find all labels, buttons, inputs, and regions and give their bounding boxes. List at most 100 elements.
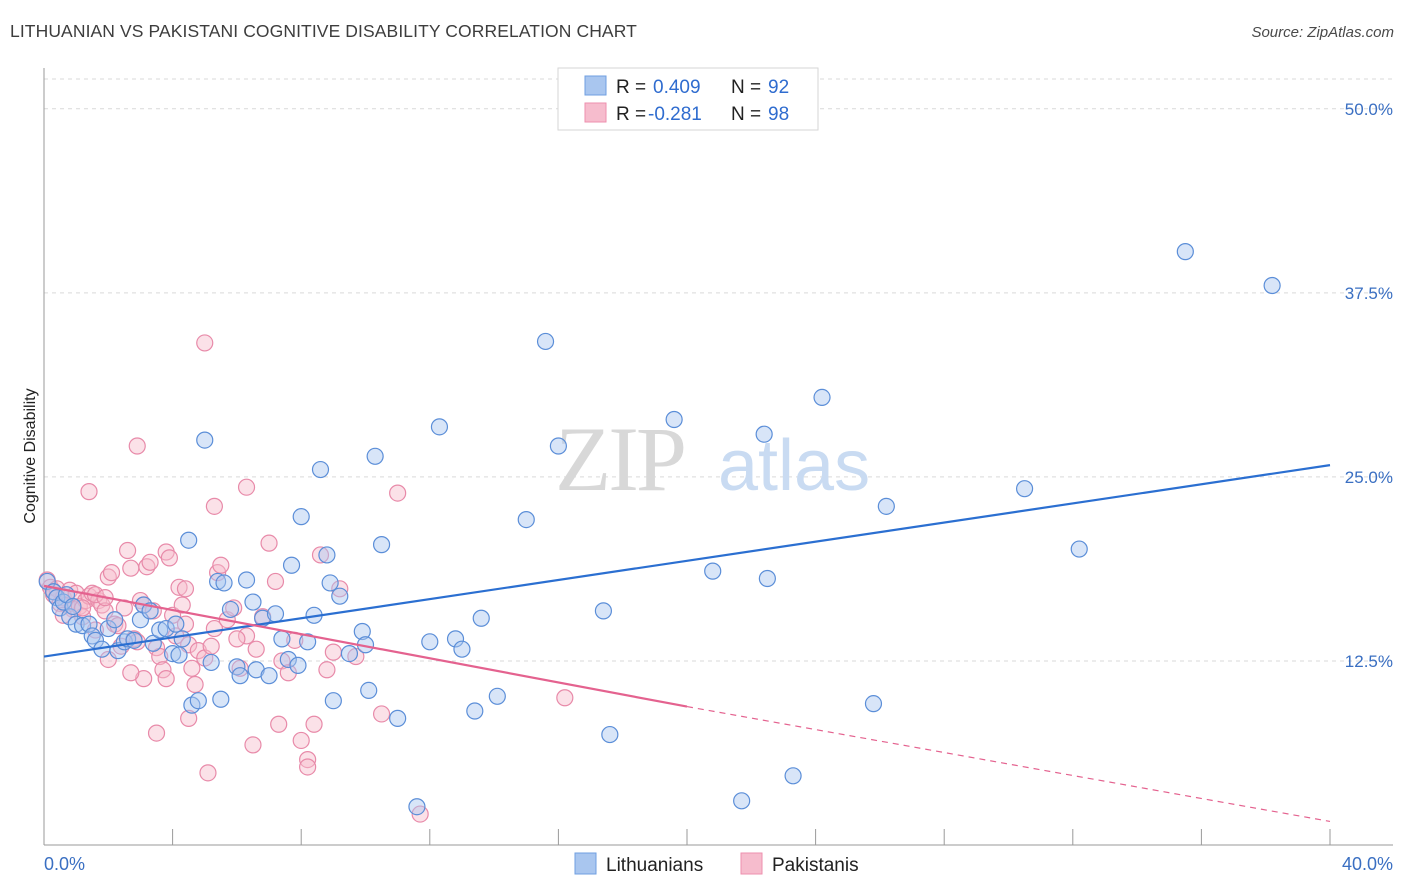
lithuanian-point — [331, 587, 349, 605]
lithuanian-point — [180, 531, 198, 549]
lithuanian-point — [453, 640, 471, 658]
pakistani-point — [202, 637, 220, 655]
pakistani-point — [237, 478, 256, 496]
pakistani-point — [299, 751, 317, 769]
pakistani-point — [324, 643, 342, 661]
pakistani-point — [244, 736, 262, 754]
pakistani-point — [299, 758, 317, 776]
lithuanian-point — [324, 692, 342, 710]
lithuanian-point — [758, 569, 776, 588]
lithuanian-point — [151, 621, 169, 639]
lithuanian-point — [421, 633, 439, 651]
lithuanian-trend-line — [43, 464, 1331, 658]
legend-r-label-lithuanians: R = — [616, 77, 646, 98]
pakistani-point — [176, 580, 195, 598]
lithuanian-point — [1070, 540, 1088, 558]
lithuanian-point — [202, 653, 220, 672]
lithuanian-point — [733, 792, 751, 810]
pakistani-point — [266, 572, 285, 591]
lithuanian-point — [784, 767, 802, 785]
source-credit: Source: ZipAtlas.com — [1251, 24, 1394, 41]
legend-n-label-pakistanis: N = — [731, 104, 761, 125]
lithuanian-point — [430, 418, 449, 436]
pakistani-point — [186, 675, 204, 694]
lithuanian-point — [215, 574, 233, 592]
lithuanian-point — [228, 658, 246, 676]
pakistani-point — [199, 764, 217, 782]
lithuanian-point — [279, 650, 297, 669]
legend-r-label-pakistanis: R = — [616, 104, 646, 125]
lithuanian-point — [189, 692, 207, 710]
pakistani-point — [118, 541, 137, 560]
pakistani-point — [147, 724, 166, 742]
pakistani-point — [305, 715, 323, 733]
lithuanian-point — [292, 508, 310, 526]
lithuanian-point — [408, 798, 426, 816]
lithuanian-point — [488, 687, 506, 705]
x-tick-label-min: 0.0% — [44, 854, 85, 874]
pakistani-point — [183, 659, 201, 677]
y-tick-label: 37.5% — [1345, 284, 1393, 303]
pakistani-point — [157, 670, 175, 688]
legend-swatch-lithuanians — [584, 75, 607, 96]
pakistani-point — [212, 556, 230, 574]
lithuanian-point — [813, 388, 831, 406]
lithuanian-point — [157, 619, 175, 638]
y-tick-labels: 12.5% 25.0% 37.5% 50.0% — [1345, 100, 1393, 671]
y-tick-label: 25.0% — [1345, 468, 1393, 487]
lithuanian-point — [38, 572, 56, 591]
lithuanian-point — [704, 562, 722, 580]
legend-r-value-lithuanians: 0.409 — [653, 77, 701, 98]
lithuanian-point — [164, 644, 182, 663]
pakistani-point — [128, 437, 146, 455]
lithuanian-point — [260, 667, 278, 685]
pakistani-point — [154, 661, 172, 679]
lithuanian-point — [1176, 243, 1194, 261]
legend-n-label-lithuanians: N = — [731, 77, 761, 98]
lithuanian-point — [231, 667, 249, 685]
pakistani-point — [102, 564, 121, 582]
pakistani-point — [318, 661, 336, 679]
lithuanian-point — [372, 536, 391, 554]
lithuanian-point — [209, 572, 227, 591]
pakistani-point — [389, 484, 407, 502]
lithuanian-point — [212, 690, 230, 708]
lithuanian-point — [517, 511, 535, 529]
pakistani-point — [170, 578, 188, 596]
pakistani-points — [38, 334, 574, 823]
legend-bottom: Lithuanians Pakistanis — [574, 852, 859, 876]
pakistani-trend-line — [43, 584, 688, 708]
pakistani-point — [260, 534, 278, 552]
x-tick-label-max: 40.0% — [1342, 854, 1393, 874]
lithuanian-point — [594, 602, 613, 620]
legend-r-value-pakistanis: -0.281 — [648, 104, 702, 125]
legend-bottom-label-lithuanians: Lithuanians — [606, 855, 703, 876]
lithuanian-point — [472, 609, 490, 627]
pakistani-point — [122, 559, 140, 577]
lithuanian-point — [67, 615, 85, 633]
pakistani-point — [311, 546, 330, 564]
legend-bottom-swatch-pakistanis — [740, 852, 763, 875]
lithuanian-point — [170, 646, 188, 664]
legend-top: R = 0.409 N = 92 R = -0.281 N = 98 — [557, 67, 819, 131]
lithuanian-points — [38, 243, 1281, 816]
lithuanian-point — [244, 593, 262, 611]
legend-n-value-pakistanis: 98 — [768, 104, 789, 125]
lithuanian-point — [360, 681, 378, 700]
pakistani-point — [205, 497, 223, 515]
lithuanian-point — [221, 600, 240, 619]
axes — [43, 68, 1393, 846]
legend-n-value-lithuanians: 92 — [768, 77, 789, 98]
lithuanian-point — [864, 695, 883, 713]
pakistani-point — [228, 630, 246, 648]
lithuanian-point — [289, 656, 307, 674]
watermark-zip: ZIP — [555, 408, 684, 510]
watermark-atlas: atlas — [718, 426, 870, 506]
legend-bottom-swatch-lithuanians — [574, 852, 597, 875]
lithuanian-point — [196, 431, 214, 449]
lithuanian-point — [536, 332, 555, 351]
x-tick-labels: 0.0% 40.0% — [44, 854, 1393, 874]
pakistani-point — [270, 715, 288, 733]
lithuanian-point — [1015, 480, 1034, 498]
lithuanian-point — [266, 605, 285, 623]
